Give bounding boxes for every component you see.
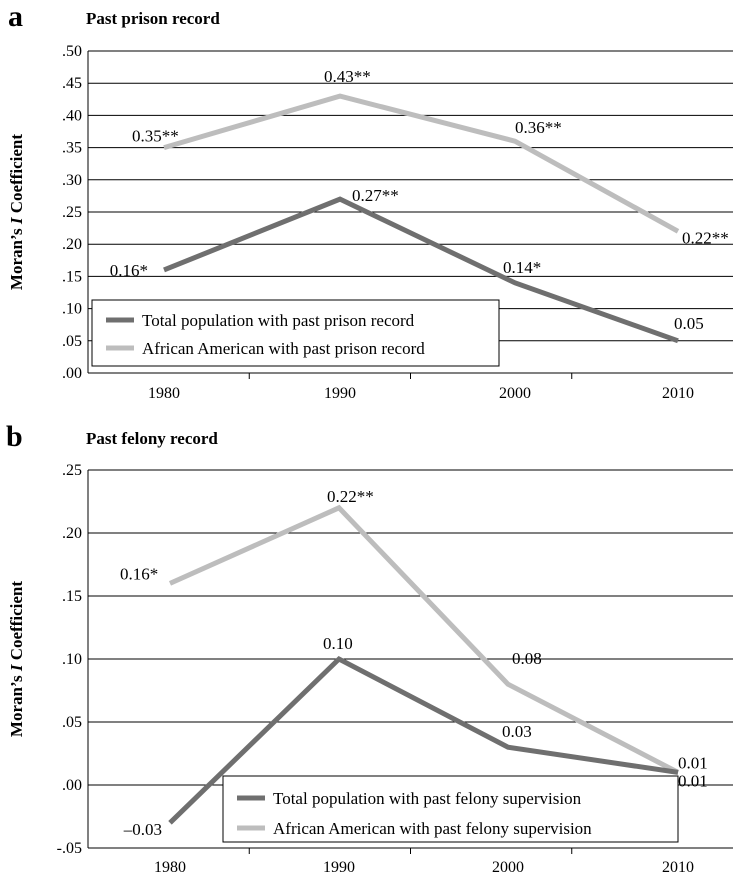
y-tick-label: .25 (62, 462, 82, 479)
series-line-african-american (163, 93, 680, 234)
y-tick-label: .20 (62, 525, 82, 542)
x-tick-label: 2000 (492, 859, 524, 876)
y-tick-label: .05 (62, 714, 82, 731)
data-label: 0.05 (674, 314, 704, 333)
y-axis-label-part: Coefficient (7, 134, 26, 218)
x-tick-label: 1980 (148, 385, 180, 402)
legend: Total population with past felony superv… (222, 775, 679, 843)
y-axis-label-part: Coefficient (7, 581, 26, 665)
panel-title: Past felony record (86, 429, 218, 448)
x-tick-label: 1990 (323, 859, 355, 876)
y-tick-label: .00 (62, 777, 82, 794)
y-tick-label: .40 (62, 107, 82, 124)
data-label: 0.01 (678, 771, 708, 790)
y-tick-label: -.05 (57, 840, 82, 857)
y-tick-label: .25 (62, 204, 82, 221)
data-label: 0.01 (678, 753, 708, 772)
data-label: 0.36** (515, 118, 562, 137)
panel-a: a Past prison record .00 .05 .10 .15 .20 .25 .30… (7, 0, 733, 402)
data-label: 0.22** (682, 228, 729, 247)
data-label: 0.10 (323, 634, 353, 653)
legend-box (91, 299, 500, 367)
data-label: 0.14* (503, 258, 541, 277)
y-tick-label: .10 (62, 651, 82, 668)
y-tick-label: .45 (62, 75, 82, 92)
x-tick-label: 1980 (154, 859, 186, 876)
y-tick-label: .35 (62, 140, 82, 157)
series-line-total (168, 655, 679, 825)
data-label: 0.43** (324, 67, 371, 86)
series-line-total (163, 196, 679, 344)
data-label: 0.16* (120, 564, 158, 583)
y-axis-label-part: Moran’s (7, 224, 26, 290)
y-tick-label: .00 (62, 365, 82, 382)
legend-label: African American with past prison record (142, 339, 425, 358)
data-label: 0.35** (132, 127, 179, 146)
y-tick-label: .50 (62, 43, 82, 60)
x-tick-label: 2000 (499, 385, 531, 402)
series-line-african-american (168, 504, 680, 775)
legend-label: African American with past felony superv… (273, 819, 592, 838)
y-tick-label: .20 (62, 236, 82, 253)
panel-letter: a (8, 0, 23, 33)
data-label: 0.03 (502, 722, 532, 741)
data-label: 0.08 (512, 649, 542, 668)
data-label: 0.27** (352, 186, 399, 205)
legend: Total population with past prison record… (91, 299, 500, 367)
data-label: 0.22** (327, 487, 374, 506)
y-tick-label: .05 (62, 333, 82, 350)
panel-letter: b (6, 420, 23, 453)
y-axis-label-part: Moran’s (7, 671, 26, 737)
y-axis-label-part: I (7, 663, 26, 672)
y-tick-label: .15 (62, 588, 82, 605)
y-tick-label: .30 (62, 172, 82, 189)
legend-label: Total population with past felony superv… (273, 789, 582, 808)
panel-b: b Past felony record -.05 .00 .05 .10 .15 .20 .2… (6, 420, 733, 876)
legend-label: Total population with past prison record (142, 311, 415, 330)
y-tick-label: .15 (62, 268, 82, 285)
x-tick-label: 2010 (662, 859, 694, 876)
data-label: 0.16* (110, 261, 148, 280)
panel-title: Past prison record (86, 9, 220, 28)
y-axis-label: Moran’s I Coefficient (7, 134, 26, 290)
y-tick-label: .10 (62, 301, 82, 318)
x-tick-label: 1990 (324, 385, 356, 402)
y-axis-label: Moran’s I Coefficient (7, 581, 26, 737)
y-axis-label-part: I (7, 216, 26, 225)
x-tick-label: 2010 (662, 385, 694, 402)
legend-box (222, 775, 679, 843)
data-label: –0.03 (123, 820, 162, 839)
